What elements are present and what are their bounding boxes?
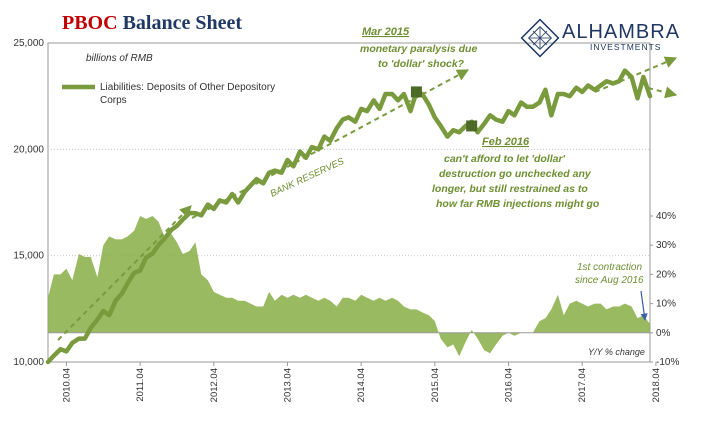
annotation-contraction: 1st contraction since Aug 2016 — [575, 262, 644, 286]
grid-layer — [47, 42, 651, 363]
x-tick-label: 2012.04 — [209, 368, 220, 402]
unit-label: billions of RMB — [86, 53, 153, 64]
trend-arrow-2018-down — [647, 86, 678, 99]
trend-arrow-2017-2018-up — [594, 56, 678, 93]
left-axis-ticks: 10,000 15,000 20,000 25,000 — [13, 38, 44, 368]
marker-layer — [410, 86, 478, 132]
x-tick-label: 2014.04 — [356, 368, 367, 402]
legend-label-line2: Corps — [100, 95, 127, 106]
annotation-feb2016: Feb 2016 can't afford to let 'dollar' de… — [432, 136, 600, 210]
right-tick-label: 10% — [656, 299, 676, 310]
x-tick-label: 2010.04 — [61, 368, 72, 402]
x-tick-label: 2018.04 — [651, 368, 662, 402]
plot-frame — [47, 42, 651, 363]
annotation-feb2016-line1: can't afford to let 'dollar' — [444, 153, 566, 165]
right-tick-label: 0% — [656, 328, 671, 339]
x-tick-label: 2011.04 — [135, 368, 146, 402]
deposits-line — [45, 68, 653, 365]
annotation-feb2016-line4: how far RMB injections might go — [436, 198, 600, 210]
event-marker — [466, 120, 478, 132]
annotation-feb2016-line2: destruction go unchecked any — [439, 168, 592, 180]
trend-arrow-2012-2015 — [191, 69, 470, 219]
right-tick-label: 40% — [656, 211, 676, 222]
logo-tagline: INVESTMENTS — [590, 42, 661, 52]
annotation-feb2016-line3: longer, but still restrained as to — [432, 183, 588, 195]
annotation-contraction-line2: since Aug 2016 — [575, 275, 644, 286]
x-tick-label: 2015.04 — [430, 368, 441, 402]
annotation-mar2015-line2: to 'dollar' shock? — [378, 58, 465, 70]
trend-arrow-2010-2012 — [57, 205, 192, 341]
logo-diamond-icon — [520, 18, 560, 58]
event-marker — [410, 86, 422, 98]
left-tick-label: 20,000 — [13, 144, 44, 155]
annotation-mar2015-line1: monetary paralysis due — [360, 43, 477, 55]
x-axis-ticks: 2010.04 2011.04 2012.04 2013.04 2014.04 2015.… — [61, 362, 662, 402]
right-tick-label: 20% — [656, 269, 676, 280]
left-tick-label: 10,000 — [13, 357, 44, 368]
legend-label-line1: Liabilities: Deposits of Other Depositor… — [100, 82, 275, 93]
right-tick-label: -10% — [656, 357, 679, 368]
annotation-mar2015: Mar 2015 monetary paralysis due to 'doll… — [360, 26, 477, 70]
chart-title: PBOC Balance Sheet — [62, 12, 242, 35]
right-axis-ticks: -10% 0% 10% 20% 30% 40% — [650, 211, 679, 368]
annotation-feb2016-title: Feb 2016 — [482, 136, 530, 148]
yoy-change-area — [48, 216, 650, 357]
alhambra-logo: ALHAMBRA INVESTMENTS — [520, 18, 680, 58]
logo-brand: ALHAMBRA — [562, 21, 680, 43]
annotation-bank-reserves: BANK RESERVES — [269, 156, 347, 200]
right-tick-label: 30% — [656, 240, 676, 251]
right-axis-label: Y/Y % change — [588, 347, 645, 357]
annotation-mar2015-title: Mar 2015 — [362, 26, 410, 38]
annotation-contraction-line1: 1st contraction — [577, 262, 642, 273]
x-tick-label: 2016.04 — [504, 368, 515, 402]
x-tick-label: 2013.04 — [282, 368, 293, 402]
left-tick-label: 25,000 — [13, 38, 44, 49]
left-tick-label: 15,000 — [13, 251, 44, 262]
contraction-arrow — [640, 290, 648, 321]
chart-title-part2: Balance Sheet — [122, 12, 242, 34]
x-tick-label: 2017.04 — [577, 368, 588, 402]
chart-title-part1: PBOC — [62, 12, 118, 34]
